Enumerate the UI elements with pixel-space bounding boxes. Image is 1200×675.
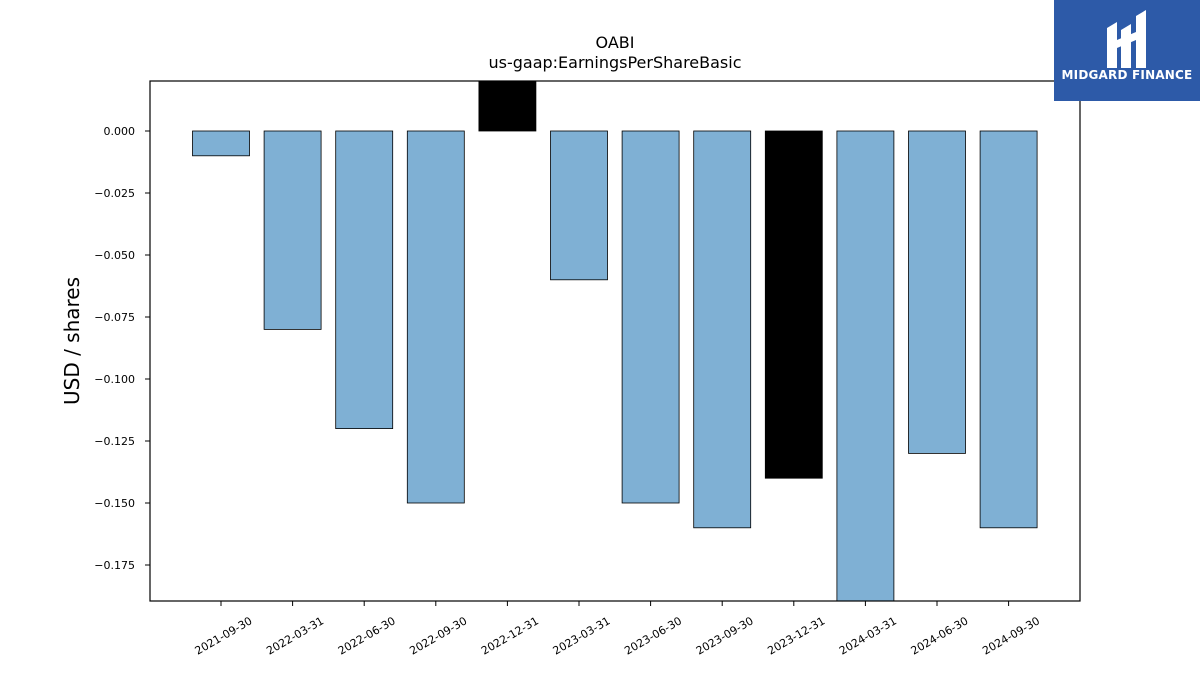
- bar-2022-06-30: [335, 130, 394, 430]
- bar-2023-03-31: [550, 130, 608, 281]
- x-tick-label: 2023-03-31: [551, 614, 613, 657]
- y-tick-label: −0.100: [94, 373, 135, 386]
- bar-2022-09-30: [406, 130, 465, 504]
- x-tick-label: 2024-06-30: [909, 614, 971, 657]
- bar-2022-12-31: [478, 81, 537, 132]
- y-ticks-group: 0.000 −0.025 −0.050 −0.075 −0.100 −0.125 −0.15…: [94, 125, 150, 572]
- y-tick-label: −0.175: [94, 559, 135, 572]
- y-tick-label: 0.000: [104, 125, 136, 138]
- x-tick-label: 2021-09-30: [193, 614, 255, 657]
- bar-2023-09-30: [693, 130, 752, 529]
- bars-group: [192, 81, 1038, 601]
- x-tick-label: 2022-09-30: [407, 614, 469, 657]
- x-tick-label: 2024-03-31: [837, 614, 899, 657]
- x-tick-label: 2022-03-31: [264, 614, 326, 657]
- x-tick-label: 2023-12-31: [765, 614, 827, 657]
- bar-2024-03-31: [836, 130, 895, 601]
- x-tick-label: 2023-09-30: [694, 614, 756, 657]
- x-tick-label: 2022-12-31: [479, 614, 541, 657]
- y-tick-label: −0.025: [94, 187, 135, 200]
- bar-2023-06-30: [621, 130, 680, 504]
- midgard-logo-icon: [1107, 10, 1146, 68]
- bar-2024-09-30: [979, 130, 1038, 529]
- brand-name: MIDGARD FINANCE: [1061, 68, 1193, 82]
- x-tick-label: 2022-06-30: [336, 614, 398, 657]
- y-tick-label: −0.150: [94, 497, 135, 510]
- x-tick-label: 2024-09-30: [980, 614, 1042, 657]
- y-tick-label: −0.075: [94, 311, 135, 324]
- y-tick-label: −0.125: [94, 435, 135, 448]
- y-axis-label: USD / shares: [60, 277, 84, 405]
- bar-2022-03-31: [263, 130, 322, 330]
- brand-logo: MIDGARD FINANCE: [1054, 0, 1200, 101]
- x-tick-label: 2023-06-30: [622, 614, 684, 657]
- x-ticks-group: 2021-09-30 2022-03-31 2022-06-30 2022-09-30…: [193, 601, 1042, 658]
- y-tick-label: −0.050: [94, 249, 135, 262]
- plot-frame: [149, 80, 1081, 602]
- bar-2021-09-30: [192, 130, 250, 157]
- bar-2023-12-31: [764, 130, 823, 479]
- bar-2024-06-30: [908, 130, 966, 454]
- chart-subtitle: us-gaap:EarningsPerShareBasic: [488, 53, 741, 72]
- chart-title: OABI: [596, 33, 635, 52]
